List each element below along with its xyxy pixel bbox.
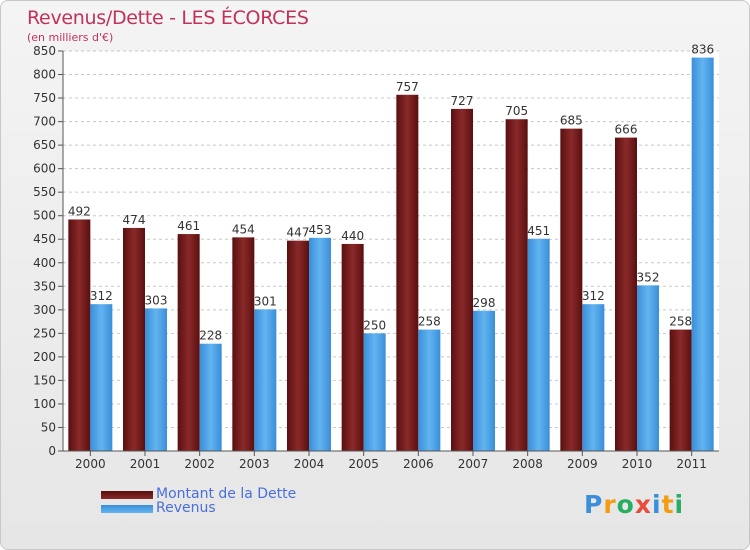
x-tick-label: 2002 [184,457,215,471]
x-tick-label: 2009 [567,457,598,471]
bar-dette-2004 [287,240,309,451]
data-label-revenus: 312 [90,289,113,303]
logo-letter: r [603,490,617,519]
x-tick-label: 2006 [403,457,434,471]
bar-revenus-2002 [199,343,222,451]
x-tick-label: 2003 [239,457,270,471]
y-tick-label: 400 [33,256,56,270]
data-label-dette: 454 [232,222,255,236]
y-tick-label: 250 [33,326,56,340]
data-label-revenus: 298 [473,296,496,310]
plot-area [63,51,719,451]
data-label-revenus: 453 [309,223,332,237]
data-label-dette: 461 [177,219,200,233]
bar-dette-2002 [177,234,200,451]
data-label-revenus: 228 [199,329,222,343]
data-label-revenus: 250 [363,318,386,332]
logo-letter: x [634,490,652,519]
data-label-dette: 685 [560,114,583,128]
proxiti-logo: Proxiti [584,490,684,519]
data-label-dette: 440 [341,229,364,243]
bar-dette-2011 [669,329,692,451]
y-tick-label: 350 [33,279,56,293]
y-tick-label: 450 [33,232,56,246]
data-label-revenus: 301 [254,294,277,308]
y-tick-label: 650 [33,138,56,152]
y-tick-label: 750 [33,91,56,105]
grid-layer [63,50,719,452]
x-tick-label: 2000 [75,457,106,471]
bar-dette-2009 [560,128,583,451]
bar-dette-2005 [341,243,364,451]
y-tick-label: 100 [33,397,56,411]
data-label-dette: 258 [669,315,692,329]
bar-dette-2001 [123,227,145,451]
bar-layer [68,57,714,452]
bar-dette-2008 [505,119,528,451]
chart-title: Revenus/Dette - LES ÉCORCES [27,7,309,29]
bar-revenus-2000 [90,304,113,451]
data-label-revenus: 312 [582,289,605,303]
chart-subtitle: (en milliers d'€) [27,31,114,44]
data-label-dette: 666 [615,123,638,137]
bar-revenus-2001 [145,308,167,451]
data-label-dette: 447 [287,226,310,240]
y-tick-label: 200 [33,350,56,364]
data-label-revenus: 258 [418,315,441,329]
y-tick-label: 300 [33,303,56,317]
y-tick-label: 50 [41,420,56,434]
data-label-revenus: 303 [145,293,168,307]
bar-revenus-2005 [363,333,386,451]
bar-revenus-2006 [418,329,441,451]
data-label-revenus: 352 [637,270,660,284]
x-tick-label: 2007 [458,457,489,471]
axis-layer: 0 50 100 150 200 250 300 350 400 450 500 550 600 650 7… [33,44,719,471]
y-tick-label: 600 [33,162,56,176]
x-tick-label: 2005 [348,457,379,471]
legend-label-debt: Montant de la Dette [156,486,297,502]
bar-revenus-2011 [691,57,714,452]
bar-revenus-2007 [473,310,495,451]
legend-swatch-revenus [101,505,153,513]
bar-revenus-2010 [637,285,659,451]
logo-letter: t [661,490,675,519]
bar-revenus-2009 [582,304,605,451]
logo-letter: P [584,490,604,519]
logo-letter: i [674,490,685,519]
x-tick-label: 2001 [130,457,161,471]
data-label-dette: 492 [68,204,91,218]
bar-revenus-2003 [254,309,277,451]
x-tick-label: 2011 [676,457,707,471]
y-tick-label: 850 [33,44,56,58]
data-label-dette: 705 [505,104,528,118]
y-tick-label: 800 [33,68,56,82]
x-tick-label: 2008 [512,457,543,471]
logo-letter: o [616,490,635,519]
bar-revenus-2004 [309,237,331,451]
bar-dette-2000 [68,219,91,451]
bar-revenus-2008 [527,238,550,451]
data-label-revenus: 451 [527,224,550,238]
data-label-dette: 727 [451,94,474,108]
logo-letter: i [652,490,662,519]
legend-swatch-debt [101,491,153,499]
data-label-dette: 757 [396,80,419,94]
x-tick-label: 2010 [622,457,653,471]
bar-dette-2006 [396,94,419,451]
y-tick-label: 0 [48,444,56,458]
x-tick-label: 2004 [294,457,325,471]
bar-dette-2010 [615,137,637,451]
y-tick-label: 500 [33,209,56,223]
y-tick-label: 700 [33,115,56,129]
bar-dette-2007 [451,108,473,451]
y-tick-label: 550 [33,185,56,199]
y-tick-label: 150 [33,373,56,387]
data-label-dette: 474 [123,213,146,227]
label-layer: 492 312 474 303 461 228 454 301 447 453 440 250 757 2… [68,43,714,343]
data-label-revenus: 836 [691,43,714,57]
legend-label-revenus: Revenus [156,500,216,516]
bar-dette-2003 [232,237,255,451]
